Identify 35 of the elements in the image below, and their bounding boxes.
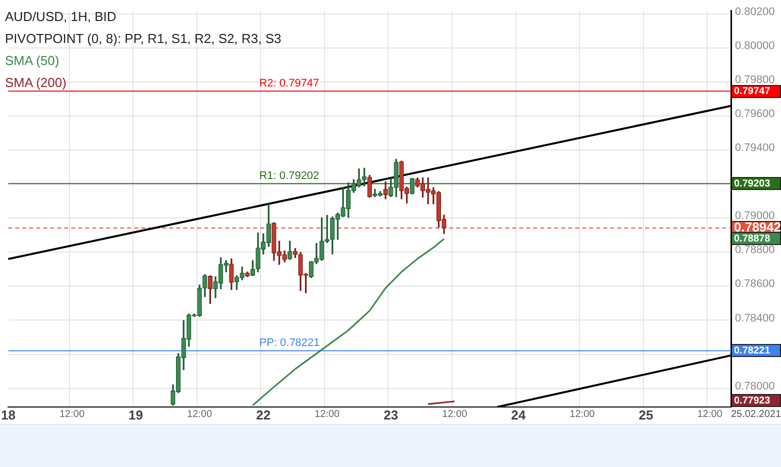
y-tick-label: 0.79800 — [735, 74, 775, 86]
ref-line-label: R2: 0.79747 — [259, 78, 320, 90]
text: SMA (200) — [5, 75, 66, 90]
y2-tick-label: 0.78221 — [734, 345, 771, 356]
x-tick-label: 12:00 — [187, 408, 212, 420]
y-tick-label: 0.78000 — [735, 380, 775, 392]
y-tick-label: 0.79000 — [735, 210, 775, 222]
x-tick-label: 12:00 — [570, 408, 596, 420]
chart-title: AUD/USD, 1H, BID — [5, 8, 118, 26]
ref-line-label: PP: 0.78221 — [259, 337, 320, 350]
y-tick-label: 0.80200 — [735, 6, 775, 18]
x-tick-label: 19 — [128, 407, 144, 422]
text: SMA (50) — [5, 52, 60, 70]
y2-tick-label: 0.77923 — [734, 395, 771, 406]
x-tick-label: 23 — [384, 407, 398, 422]
y-tick-label: 0.79400 — [735, 142, 775, 154]
x-tick-label: 25 — [638, 407, 654, 422]
y2-tick-label: 0.79203 — [734, 178, 771, 190]
x-tick-label: 12:00 — [697, 408, 723, 420]
x-tick-label: 12:00 — [442, 408, 468, 420]
x-tick-label: 12:00 — [314, 408, 340, 420]
x-tick-label: 18 — [0, 407, 16, 422]
y2-tick-label: 0.78878 — [734, 234, 771, 245]
y-tick-label: 0.80000 — [735, 40, 775, 52]
ref-line-label: R1: 0.79202 — [259, 170, 320, 182]
text: 25.02.2021 — [730, 408, 781, 420]
x-tick-label: 24 — [511, 407, 526, 422]
y-tick-label: 0.78400 — [735, 312, 775, 324]
y2-tick-label: 0.79747 — [734, 86, 771, 97]
x-tick-label: 22 — [256, 407, 271, 422]
y-tick-label: 0.78600 — [735, 278, 775, 290]
text: PIVOTPOINT (0, 8): PP, R1, S1, R2, S2, R3, S3 — [5, 30, 282, 48]
x-tick-label: 12:00 — [59, 408, 85, 420]
y-tick-label: 0.79600 — [735, 108, 775, 120]
y-tick-label: 0.78800 — [735, 244, 775, 256]
